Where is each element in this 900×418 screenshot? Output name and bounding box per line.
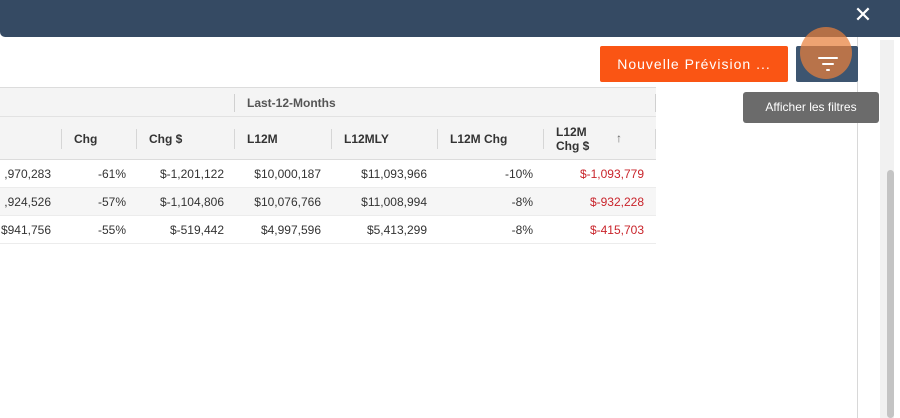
cell-chg: -61% [97,167,126,181]
cell-chg: -55% [97,223,126,237]
column-header-chg[interactable]: Chg [74,131,98,146]
data-grid: Last-12-Months Chg Chg $ L12M L12MLY L12… [0,87,656,244]
new-forecast-button[interactable]: Nouvelle Prévision ... [600,46,788,82]
cell-l12m-chg: -8% [511,195,533,209]
cell-l12m-chg: -10% [504,167,533,181]
column-divider [61,129,62,149]
cell-l12m-chg-dollar: $-415,703 [589,223,644,237]
cell-l12m: $4,997,596 [260,223,321,237]
sort-ascending-icon[interactable]: ↑ [616,131,622,145]
table-row[interactable]: $941,756 -55% $-519,442 $4,997,596 $5,41… [0,216,656,244]
column-group-header: Last-12-Months [0,87,656,117]
cell-l12m: $10,076,766 [254,195,321,209]
dialog-header: ✕ [0,0,900,37]
cell-l12m-chg-dollar: $-932,228 [589,195,644,209]
cell-l12m-chg-dollar: $-1,093,779 [579,167,644,181]
cell-chg-dollar: $-1,104,806 [159,195,224,209]
cell-prev-value: ,924,526 [4,195,51,209]
group-divider [655,94,656,112]
cell-l12m-chg: -8% [511,223,533,237]
group-label-l12m: Last-12-Months [247,96,336,110]
table-row[interactable]: ,970,283 -61% $-1,201,122 $10,000,187 $1… [0,160,656,188]
column-header-l12m[interactable]: L12M [247,131,278,146]
column-divider [234,129,235,149]
column-header-row: Chg Chg $ L12M L12MLY L12M Chg L12M Chg … [0,117,656,160]
cell-l12mly: $5,413,299 [366,223,427,237]
cell-l12mly: $11,093,966 [361,167,427,181]
cell-l12mly: $11,008,994 [361,195,427,209]
table-row[interactable]: ,924,526 -57% $-1,104,806 $10,076,766 $1… [0,188,656,216]
column-divider [136,129,137,149]
column-divider [331,129,332,149]
column-header-l12m-chg-dollar[interactable]: L12M Chg $ [556,124,590,153]
column-divider [437,129,438,149]
group-divider [234,94,235,112]
cell-prev-value: $941,756 [0,223,51,237]
column-divider [543,129,544,149]
scrollbar-thumb[interactable] [887,170,894,418]
column-header-l12m-chg[interactable]: L12M Chg [450,131,508,146]
cell-l12m: $10,000,187 [254,167,321,181]
cell-chg: -57% [97,195,126,209]
column-divider [655,129,656,149]
cell-prev-value: ,970,283 [4,167,51,181]
click-highlight [800,27,852,79]
column-header-l12mly[interactable]: L12MLY [344,131,389,146]
cell-chg-dollar: $-519,442 [169,223,224,237]
column-header-chg-dollar[interactable]: Chg $ [149,131,183,146]
close-icon[interactable]: ✕ [853,3,873,28]
filter-tooltip: Afficher les filtres [743,92,879,123]
filter-icon[interactable] [818,57,838,71]
cell-chg-dollar: $-1,201,122 [159,167,224,181]
